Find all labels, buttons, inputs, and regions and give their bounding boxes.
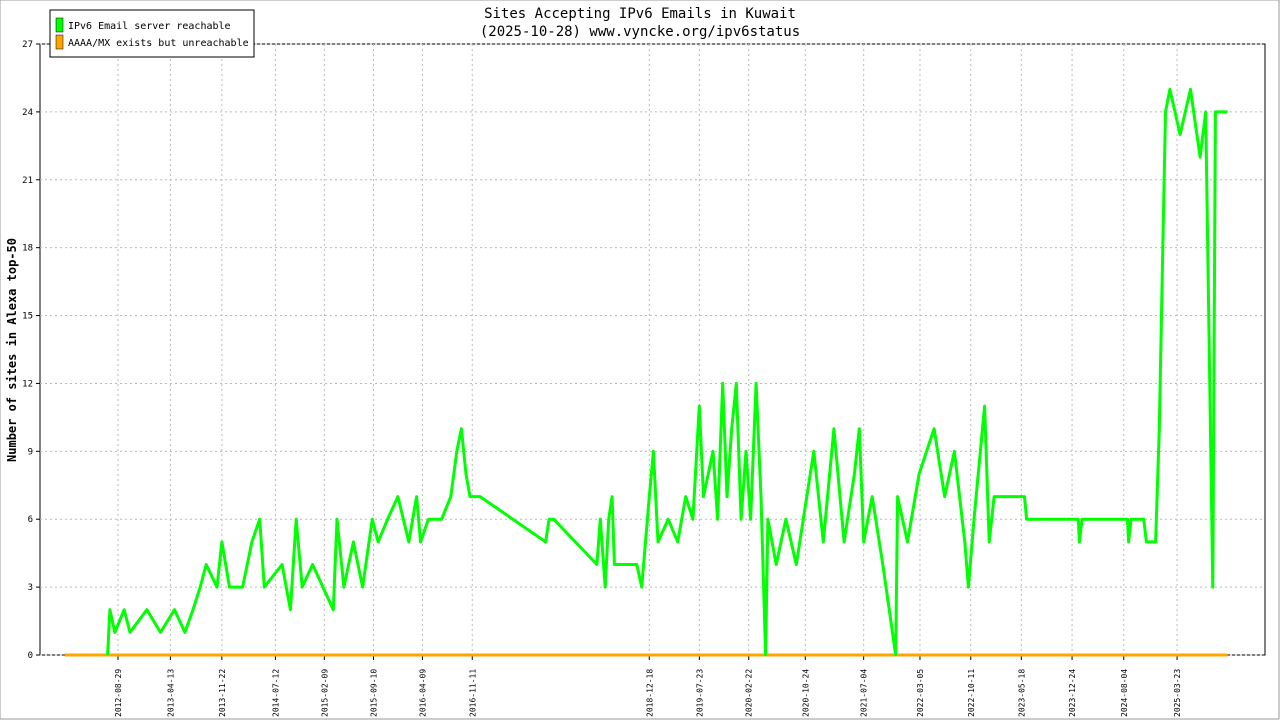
y-tick-label: 9 (28, 447, 33, 457)
chart-title: Sites Accepting IPv6 Emails in Kuwait (484, 6, 796, 22)
x-tick-label: 2014-07-12 (271, 669, 280, 717)
legend-label: IPv6 Email server reachable (68, 21, 231, 32)
x-tick-label: 2015-09-10 (369, 669, 378, 717)
x-tick-label: 2023-05-18 (1017, 669, 1026, 717)
x-tick-label: 2022-03-05 (916, 669, 925, 717)
x-tick-label: 2019-07-23 (695, 669, 704, 717)
x-tick-label: 2012-08-29 (114, 669, 123, 717)
y-axis-label: Number of sites in Alexa top-50 (5, 238, 19, 462)
x-tick-label: 2016-04-09 (418, 669, 427, 717)
x-tick-label: 2025-03-23 (1173, 669, 1182, 717)
x-tick-label: 2023-12-24 (1068, 669, 1077, 717)
x-tick-label: 2013-11-22 (218, 669, 227, 717)
chart-subtitle: (2025-10-28) www.vyncke.org/ipv6status (480, 24, 800, 40)
series-line (106, 87, 1228, 657)
y-tick-label: 3 (28, 583, 33, 593)
x-tick-label: 2020-10-24 (801, 669, 810, 717)
legend-swatch (55, 17, 64, 33)
y-tick-label: 21 (22, 176, 33, 186)
y-tick-label: 6 (28, 515, 33, 525)
legend-box (49, 9, 255, 58)
y-tick-label: 15 (22, 312, 33, 322)
x-tick-label: 2015-02-09 (320, 669, 329, 717)
legend-label: AAAA/MX exists but unreachable (68, 38, 249, 49)
y-tick-label: 18 (22, 244, 33, 254)
x-tick-label: 2022-10-11 (967, 669, 976, 717)
y-tick-label: 24 (22, 108, 33, 118)
x-tick-label: 2018-12-18 (645, 669, 654, 717)
legend-swatch (55, 34, 64, 50)
y-tick-label: 12 (22, 379, 33, 389)
y-tick-label: 27 (22, 40, 33, 50)
legend: IPv6 Email server reachable AAAA/MX exist… (49, 9, 255, 58)
x-tick-label: 2020-02-22 (745, 669, 754, 717)
y-tick-label: 0 (28, 651, 33, 661)
x-tick-label: 2013-04-13 (166, 669, 175, 717)
x-tick-label: 2016-11-11 (468, 669, 477, 717)
x-tick-label: 2021-07-04 (860, 669, 869, 717)
x-tick-label: 2024-08-04 (1120, 669, 1129, 717)
